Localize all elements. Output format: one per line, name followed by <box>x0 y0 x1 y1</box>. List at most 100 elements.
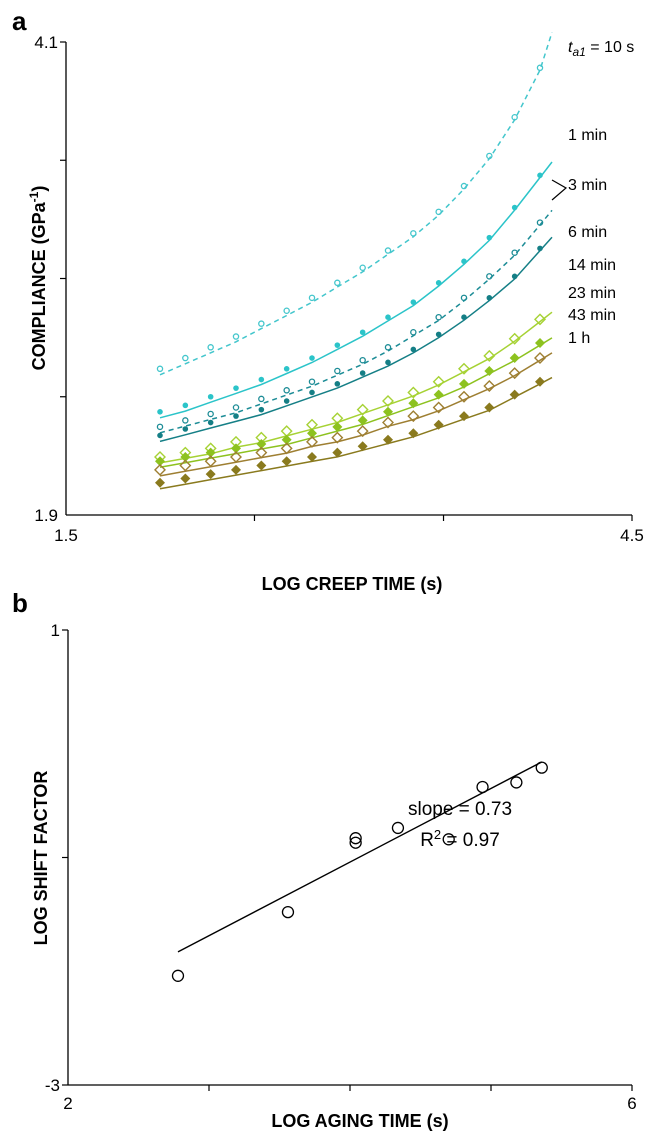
series-label-3: 6 min <box>568 224 607 241</box>
data-point-s5-0 <box>155 456 165 467</box>
data-point-s3-7 <box>334 381 341 387</box>
data-point-s2-7 <box>334 367 341 375</box>
shift-factor-point-8 <box>535 761 548 774</box>
data-point-s2-14 <box>511 249 518 256</box>
data-point-s0-15 <box>536 64 544 72</box>
data-point-s1-13 <box>486 234 493 241</box>
data-point-s5-15 <box>535 338 545 348</box>
fit-curve-4 <box>159 311 553 464</box>
data-point-s0-8 <box>359 264 366 271</box>
data-point-s0-1 <box>182 354 189 362</box>
data-point-s4-12 <box>458 362 470 375</box>
panel-a-x-axis-title: LOG CREEP TIME (s) <box>262 574 443 594</box>
data-point-s0-2 <box>207 344 214 351</box>
data-point-s0-7 <box>334 279 341 287</box>
data-point-s0-12 <box>460 182 468 190</box>
data-point-s6-10 <box>407 410 420 423</box>
data-point-s6-0 <box>154 463 166 476</box>
data-point-s3-9 <box>385 359 391 366</box>
series-label-5: 23 min <box>568 285 616 302</box>
data-point-s6-6 <box>306 435 318 448</box>
series-label-2: 3 min <box>568 177 607 194</box>
data-point-s5-1 <box>180 451 191 462</box>
data-point-s5-8 <box>357 415 368 426</box>
data-point-s0-13 <box>486 152 493 160</box>
data-point-s0-14 <box>511 114 518 121</box>
data-point-s5-5 <box>281 434 292 445</box>
data-point-s3-14 <box>511 273 518 280</box>
data-point-s1-6 <box>309 355 315 361</box>
fit-curve-0 <box>159 32 553 376</box>
panel-b-y-tick-label-max: 1 <box>51 621 60 640</box>
shift-factor-point-2 <box>349 836 362 849</box>
data-point-s7-10 <box>408 428 419 439</box>
data-point-s0-9 <box>384 247 392 254</box>
data-point-s1-4 <box>258 376 265 383</box>
data-point-s1-15 <box>537 172 543 179</box>
data-point-s0-11 <box>435 208 442 216</box>
data-point-s1-11 <box>435 280 442 286</box>
data-point-s2-15 <box>536 219 544 226</box>
data-point-s4-13 <box>483 349 496 362</box>
data-point-s4-15 <box>534 313 546 326</box>
data-point-s6-14 <box>508 367 521 380</box>
data-point-s3-3 <box>233 413 239 419</box>
data-point-s6-1 <box>179 459 192 472</box>
data-point-s2-9 <box>384 344 392 351</box>
data-point-s4-8 <box>356 403 369 416</box>
data-point-s7-11 <box>433 419 444 430</box>
data-point-s2-4 <box>258 395 265 403</box>
panel-b-plot: -3 1 2 6 <box>45 621 637 1113</box>
data-point-s5-10 <box>408 398 419 409</box>
panel-b-x-axis-title: LOG AGING TIME (s) <box>271 1111 448 1131</box>
data-point-s2-12 <box>460 294 468 302</box>
panel-a-plot: 1.9 4.1 1.5 4.5 1 min 3 min 6 min 14 min 23 min 4… <box>34 32 644 545</box>
data-point-s7-15 <box>535 376 545 387</box>
data-point-s3-2 <box>207 419 214 426</box>
data-point-s3-0 <box>157 432 163 439</box>
fit-curve-7 <box>159 376 553 490</box>
data-point-s1-12 <box>461 258 467 265</box>
fit-curve-6 <box>159 352 553 477</box>
data-point-s3-10 <box>410 346 417 353</box>
data-point-s6-8 <box>356 425 369 438</box>
shift-factor-point-1 <box>281 905 295 919</box>
data-point-s5-14 <box>509 353 520 364</box>
data-point-s3-5 <box>283 398 290 404</box>
data-point-s7-1 <box>180 473 191 484</box>
panel-a-y-axis-title: COMPLIANCE (GPa-1) <box>27 186 49 371</box>
data-point-s7-3 <box>231 464 241 475</box>
data-point-s1-1 <box>182 402 189 409</box>
data-point-s2-10 <box>410 328 417 336</box>
data-point-s5-12 <box>459 378 469 389</box>
data-point-s6-5 <box>280 442 293 455</box>
data-point-s7-4 <box>256 460 267 471</box>
data-point-s6-7 <box>331 431 344 444</box>
data-point-s4-14 <box>508 332 521 345</box>
data-point-s5-9 <box>383 406 393 417</box>
data-point-s7-6 <box>307 451 317 462</box>
data-point-s5-3 <box>231 443 241 454</box>
data-point-s2-1 <box>182 417 189 424</box>
data-point-s0-10 <box>410 230 417 237</box>
data-point-s2-5 <box>283 387 290 394</box>
data-point-s0-3 <box>232 333 240 340</box>
data-point-s7-9 <box>383 434 393 445</box>
bracket-3-min <box>551 179 568 201</box>
data-point-s5-2 <box>205 447 216 458</box>
data-point-s4-11 <box>432 375 445 388</box>
data-point-s5-13 <box>484 365 495 376</box>
data-point-s6-15 <box>534 352 546 365</box>
fit-curve-1 <box>159 161 553 419</box>
data-point-s2-3 <box>232 404 240 411</box>
data-point-s3-4 <box>258 406 265 413</box>
series-label-4: 14 min <box>568 257 616 274</box>
data-point-s1-9 <box>385 314 391 321</box>
panel-b-y-tick-label-min: -3 <box>45 1076 60 1095</box>
data-point-s1-14 <box>511 204 518 211</box>
data-point-s2-11 <box>435 313 442 321</box>
data-point-s5-11 <box>433 389 444 400</box>
data-point-s4-10 <box>407 386 420 399</box>
data-point-s3-1 <box>182 426 189 432</box>
